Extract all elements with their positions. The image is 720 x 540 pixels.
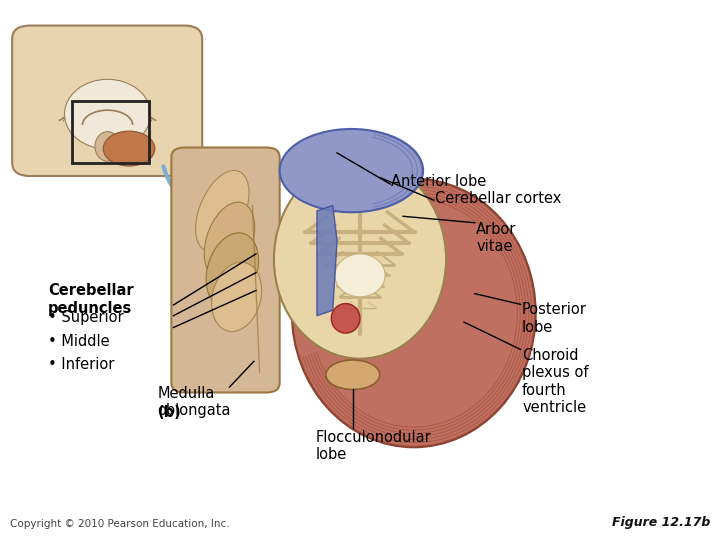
FancyBboxPatch shape — [171, 147, 279, 393]
Text: Posterior
lobe: Posterior lobe — [522, 302, 587, 335]
Ellipse shape — [279, 129, 423, 212]
Ellipse shape — [95, 132, 120, 161]
Polygon shape — [317, 206, 337, 316]
Text: Choroid
plexus of
fourth
ventricle: Choroid plexus of fourth ventricle — [522, 348, 588, 415]
Ellipse shape — [196, 171, 249, 252]
Text: • Superior
• Middle
• Inferior: • Superior • Middle • Inferior — [48, 310, 124, 372]
Text: Arbor
vitae: Arbor vitae — [476, 221, 516, 254]
Ellipse shape — [331, 303, 360, 333]
Text: Cerebellar cortex: Cerebellar cortex — [435, 191, 561, 206]
Ellipse shape — [212, 262, 261, 332]
Text: Anterior lobe: Anterior lobe — [391, 174, 486, 190]
Text: Flocculonodular
lobe: Flocculonodular lobe — [315, 430, 431, 462]
Ellipse shape — [65, 79, 150, 149]
Ellipse shape — [326, 360, 379, 389]
Ellipse shape — [274, 160, 446, 359]
Text: Figure 12.17b: Figure 12.17b — [611, 516, 710, 529]
Text: Medulla
oblongata: Medulla oblongata — [158, 386, 231, 418]
Text: Cerebellar
peduncles: Cerebellar peduncles — [48, 284, 134, 316]
Ellipse shape — [206, 233, 258, 307]
Text: (b): (b) — [158, 406, 181, 420]
Text: Copyright © 2010 Pearson Education, Inc.: Copyright © 2010 Pearson Education, Inc. — [10, 519, 230, 529]
Ellipse shape — [292, 179, 536, 447]
Ellipse shape — [204, 202, 255, 279]
Bar — [72, 101, 149, 163]
FancyBboxPatch shape — [12, 25, 202, 176]
Ellipse shape — [335, 254, 385, 297]
Ellipse shape — [103, 131, 155, 166]
